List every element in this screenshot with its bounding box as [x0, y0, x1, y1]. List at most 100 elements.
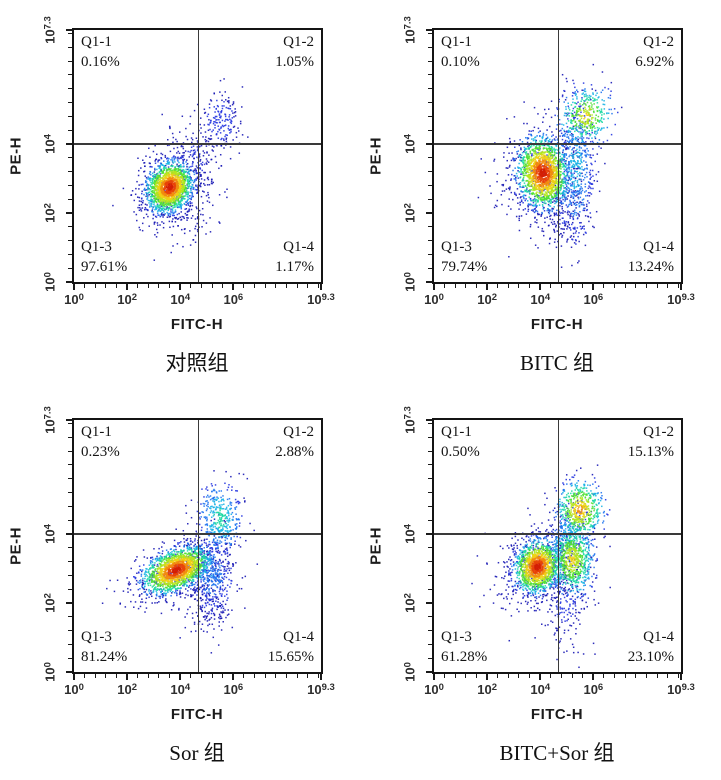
y-tick-label: 102	[42, 593, 58, 613]
x-minor-tick	[105, 284, 107, 288]
x-minor-tick	[243, 674, 245, 678]
x-minor-tick	[614, 284, 616, 288]
x-major-tick	[320, 284, 322, 290]
tick-exponent: 2	[42, 203, 54, 209]
x-major-tick	[592, 284, 595, 290]
y-tick-label: 107.3	[42, 16, 58, 44]
x-minor-tick	[518, 674, 520, 678]
x-minor-tick	[582, 284, 584, 288]
x-minor-tick	[254, 284, 256, 288]
quadrant-divider-horizontal	[434, 143, 681, 145]
tick-exponent: 4	[42, 524, 54, 530]
x-minor-tick	[200, 284, 202, 288]
y-axis-title: PE-H	[367, 137, 385, 175]
x-minor-tick	[115, 284, 117, 288]
panel-bitc: Q1-1 0.10% Q1-2 6.92% Q1-3 79.74% Q1-4 1…	[360, 0, 721, 390]
x-minor-tick	[264, 284, 266, 288]
quadrant-label-q1-4: Q1-4 13.24%	[628, 238, 674, 277]
tick-exponent: 2	[491, 682, 497, 693]
quadrant-name: Q1-1	[81, 424, 112, 440]
x-minor-tick	[317, 674, 319, 678]
quadrant-name: Q1-3	[81, 629, 112, 645]
x-tick-label: 104	[170, 292, 191, 307]
x-minor-tick	[475, 284, 477, 288]
quadrant-label-q1-1: Q1-1 0.10%	[441, 33, 480, 72]
y-tick-label: 107.3	[402, 406, 418, 434]
x-minor-tick	[307, 284, 309, 288]
plot-area: Q1-1 0.23% Q1-2 2.88% Q1-3 81.24% Q1-4 1…	[72, 418, 323, 674]
quadrant-label-q1-1: Q1-1 0.16%	[81, 33, 120, 72]
tick-exponent: 0	[402, 272, 414, 278]
x-minor-tick	[656, 674, 658, 678]
quadrant-label-q1-4: Q1-4 15.65%	[268, 628, 314, 667]
panel-caption: BITC+Sor 组	[499, 741, 615, 765]
x-major-tick	[680, 284, 682, 290]
quadrant-percent: 0.50%	[441, 443, 480, 460]
quadrant-label-q1-3: Q1-3 97.61%	[81, 238, 127, 277]
x-tick-label: 100	[64, 292, 84, 307]
x-minor-tick	[222, 284, 224, 288]
x-minor-tick	[465, 284, 467, 288]
x-major-tick	[126, 284, 129, 290]
x-tick-label: 104	[170, 682, 191, 697]
x-minor-tick	[169, 674, 171, 678]
quadrant-label-q1-2: Q1-2 6.92%	[635, 33, 674, 72]
x-tick-label: 100	[64, 682, 84, 697]
y-tick-label: 100	[42, 272, 58, 292]
quadrant-label-q1-4: Q1-4 23.10%	[628, 628, 674, 667]
x-minor-tick	[275, 284, 277, 288]
x-minor-tick	[147, 284, 149, 288]
x-minor-tick	[560, 674, 562, 678]
x-minor-tick	[529, 284, 531, 288]
y-tick-label: 100	[402, 272, 418, 292]
tick-exponent: 9.3	[681, 682, 695, 693]
quadrant-label-q1-4: Q1-4 1.17%	[275, 238, 314, 277]
x-tick-label: 106	[223, 292, 244, 307]
scatter-canvas	[74, 420, 321, 672]
x-minor-tick	[84, 284, 86, 288]
x-tick-label: 109.3	[667, 292, 695, 307]
x-tick-label: 100	[424, 292, 444, 307]
x-major-tick	[680, 674, 682, 680]
y-tick-label: 102	[42, 203, 58, 223]
y-axis-title: PE-H	[7, 137, 25, 175]
x-minor-tick	[635, 284, 637, 288]
x-tick-label: 109.3	[307, 292, 335, 307]
x-minor-tick	[158, 674, 160, 678]
x-minor-tick	[94, 674, 96, 678]
x-minor-tick	[645, 674, 647, 678]
scatter-canvas	[434, 30, 681, 282]
tick-exponent: 4	[402, 134, 414, 140]
panel-caption: 对照组	[165, 351, 229, 375]
scatter-canvas	[434, 420, 681, 672]
tick-exponent: 4	[184, 292, 191, 303]
quadrant-label-q1-1: Q1-1 0.23%	[81, 423, 120, 462]
x-tick-label: 102	[477, 682, 497, 697]
x-minor-tick	[285, 674, 287, 678]
x-minor-tick	[211, 284, 213, 288]
x-major-tick	[320, 674, 322, 680]
quadrant-divider-vertical	[557, 30, 560, 282]
x-minor-tick	[158, 284, 160, 288]
x-minor-tick	[211, 674, 213, 678]
x-minor-tick	[137, 674, 139, 678]
x-minor-tick	[105, 674, 107, 678]
quadrant-label-q1-2: Q1-2 15.13%	[628, 423, 674, 462]
quadrant-percent: 0.10%	[441, 53, 480, 70]
y-tick-label: 100	[402, 662, 418, 682]
tick-exponent: 0	[402, 662, 414, 668]
tick-exponent: 6	[237, 292, 244, 303]
tick-exponent: 0	[42, 662, 54, 668]
y-tick-label: 107.3	[42, 406, 58, 434]
x-tick-label: 106	[583, 682, 604, 697]
tick-exponent: 6	[597, 292, 604, 303]
x-minor-tick	[169, 284, 171, 288]
x-tick-label: 106	[583, 292, 604, 307]
x-minor-tick	[444, 284, 446, 288]
quadrant-name: Q1-1	[81, 34, 112, 50]
y-axis-title: PE-H	[367, 527, 385, 565]
x-minor-tick	[550, 284, 552, 288]
quadrant-name: Q1-4	[283, 239, 314, 255]
quadrant-label-q1-2: Q1-2 1.05%	[275, 33, 314, 72]
